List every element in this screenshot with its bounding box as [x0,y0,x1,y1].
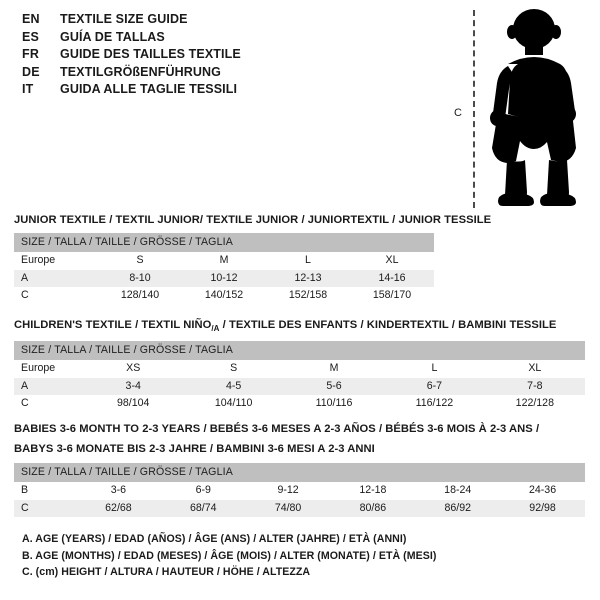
height-measure-label: C [454,107,462,119]
children-textile-section: CHILDREN'S TEXTILE / TEXTIL NIÑO/A / TEX… [14,318,585,413]
row-label: A [21,271,29,284]
babies-section-title-line1: BABIES 3-6 MONTH TO 2-3 YEARS / BEBÉS 3-… [14,423,540,435]
table-cell: 10-12 [210,271,238,284]
junior-size-bar: SIZE / TALLA / TAILLE / GRÖSSE / TAGLIA [14,233,434,252]
table-cell: 74/80 [274,501,302,514]
children-size-bar: SIZE / TALLA / TAILLE / GRÖSSE / TAGLIA [14,341,585,361]
table-row: Europe XS S M L XL [14,360,585,378]
table-row: C 62/68 68/74 74/80 80/86 86/92 92/98 [14,499,585,517]
table-cell: 80/86 [359,501,387,514]
language-code-it: IT [22,82,34,97]
babies-textile-section: BABIES 3-6 MONTH TO 2-3 YEARS / BEBÉS 3-… [14,422,585,517]
table-cell: 12-18 [359,484,387,496]
table-row: C 98/104 104/110 110/116 116/122 122/128 [14,395,585,413]
legend-line-b: B. AGE (MONTHS) / EDAD (MESES) / ÂGE (MO… [22,549,437,562]
language-row: ES GUÍA DE TALLAS [22,30,442,48]
junior-section-title: JUNIOR TEXTILE / TEXTIL JUNIOR/ TEXTILE … [14,214,492,226]
language-title-de: TEXTILGRÖßENFÜHRUNG [60,64,221,79]
table-cell: 122/128 [515,397,554,410]
row-label: C [21,397,29,410]
table-cell: 3-6 [110,484,127,496]
table-cell: 3-4 [125,379,141,392]
table-cell: 24-36 [529,484,557,496]
table-cell: XL [385,254,399,266]
table-cell: 18-24 [444,484,472,496]
table-cell: 68/74 [189,501,217,514]
language-row: EN TEXTILE SIZE GUIDE [22,12,442,30]
junior-textile-section: JUNIOR TEXTILE / TEXTIL JUNIOR/ TEXTILE … [14,213,492,305]
table-row: A 3-4 4-5 5-6 6-7 7-8 [14,377,585,396]
babies-section-title-line2: BABYS 3-6 MONATE BIS 2-3 JAHRE / BAMBINI… [14,443,375,455]
table-row: Europe S M L XL [14,252,434,270]
babies-size-bar: SIZE / TALLA / TAILLE / GRÖSSE / TAGLIA [14,463,585,482]
table-cell: 104/110 [214,397,253,410]
language-code-fr: FR [22,47,40,62]
children-section-title: CHILDREN'S TEXTILE / TEXTIL NIÑO/A / TEX… [14,318,585,336]
language-header: EN TEXTILE SIZE GUIDE ES GUÍA DE TALLAS … [22,12,442,100]
table-cell: 7-8 [527,379,543,392]
legend: A. AGE (YEARS) / EDAD (AÑOS) / ÂGE (ANS)… [22,531,542,581]
table-cell: 128/140 [120,289,160,301]
table-cell: S [136,254,144,266]
language-code-es: ES [22,29,40,44]
row-label: Europe [21,254,56,266]
table-cell: M [219,254,229,266]
table-row: C 128/140 140/152 152/158 158/170 [14,287,434,305]
table-cell: 62/68 [105,501,132,514]
language-code-en: EN [22,12,40,26]
table-cell: 152/158 [288,289,328,301]
table-cell: 140/152 [204,289,244,301]
row-label: C [21,289,29,301]
language-title-fr: GUIDE DES TAILLES TEXTILE [60,47,241,62]
table-cell: 4-5 [225,379,242,392]
row-label: C [21,501,29,514]
height-illustration: C [440,8,592,210]
table-cell: 158/170 [372,289,412,301]
language-row: IT GUIDA ALLE TAGLIE TESSILI [22,82,442,100]
language-code-de: DE [22,64,40,79]
table-cell: XS [126,362,141,375]
language-row: FR GUIDE DES TAILLES TEXTILE [22,47,442,65]
table-cell: 5-6 [326,379,342,392]
table-cell: 92/98 [529,501,556,514]
table-cell: M [329,362,339,375]
table-cell: 116/122 [415,397,454,410]
children-title-post: / TEXTILE DES ENFANTS / KINDERTEXTIL / B… [219,319,557,331]
table-cell: XL [528,362,542,375]
legend-line-c: C. (cm) HEIGHT / ALTURA / HAUTEUR / HÖHE… [22,566,311,578]
table-cell: L [305,254,311,266]
legend-line-a: A. AGE (YEARS) / EDAD (AÑOS) / ÂGE (ANS)… [22,533,407,545]
table-cell: 110/116 [315,397,353,410]
language-title-it: GUIDA ALLE TAGLIE TESSILI [60,82,238,97]
language-row: DE TEXTILGRÖßENFÜHRUNG [22,65,442,83]
table-cell: 6-9 [195,484,211,496]
table-cell: 8-10 [129,271,151,284]
table-cell: 98/104 [117,397,150,410]
table-cell: 6-7 [426,379,443,392]
table-cell: 9-12 [277,484,299,496]
row-label: B [21,484,29,496]
table-row: B 3-6 6-9 9-12 12-18 18-24 24-36 [14,482,585,500]
children-title-pre: CHILDREN'S TEXTILE / TEXTIL NIÑO [14,319,212,331]
language-title-en: TEXTILE SIZE GUIDE [60,12,188,26]
language-title-es: GUÍA DE TALLAS [60,29,165,44]
table-row: A 8-10 10-12 12-13 14-16 [14,269,434,287]
table-cell: S [230,362,238,375]
toddler-silhouette-icon [490,9,576,206]
height-measure-dashed-line [473,10,475,208]
children-title-subscript: /A [211,324,220,334]
table-cell: 14-16 [378,271,406,284]
row-label: Europe [21,362,56,375]
table-cell: L [431,362,438,375]
table-cell: 86/92 [444,501,471,514]
row-label: A [21,379,29,392]
table-cell: 12-13 [294,271,322,284]
